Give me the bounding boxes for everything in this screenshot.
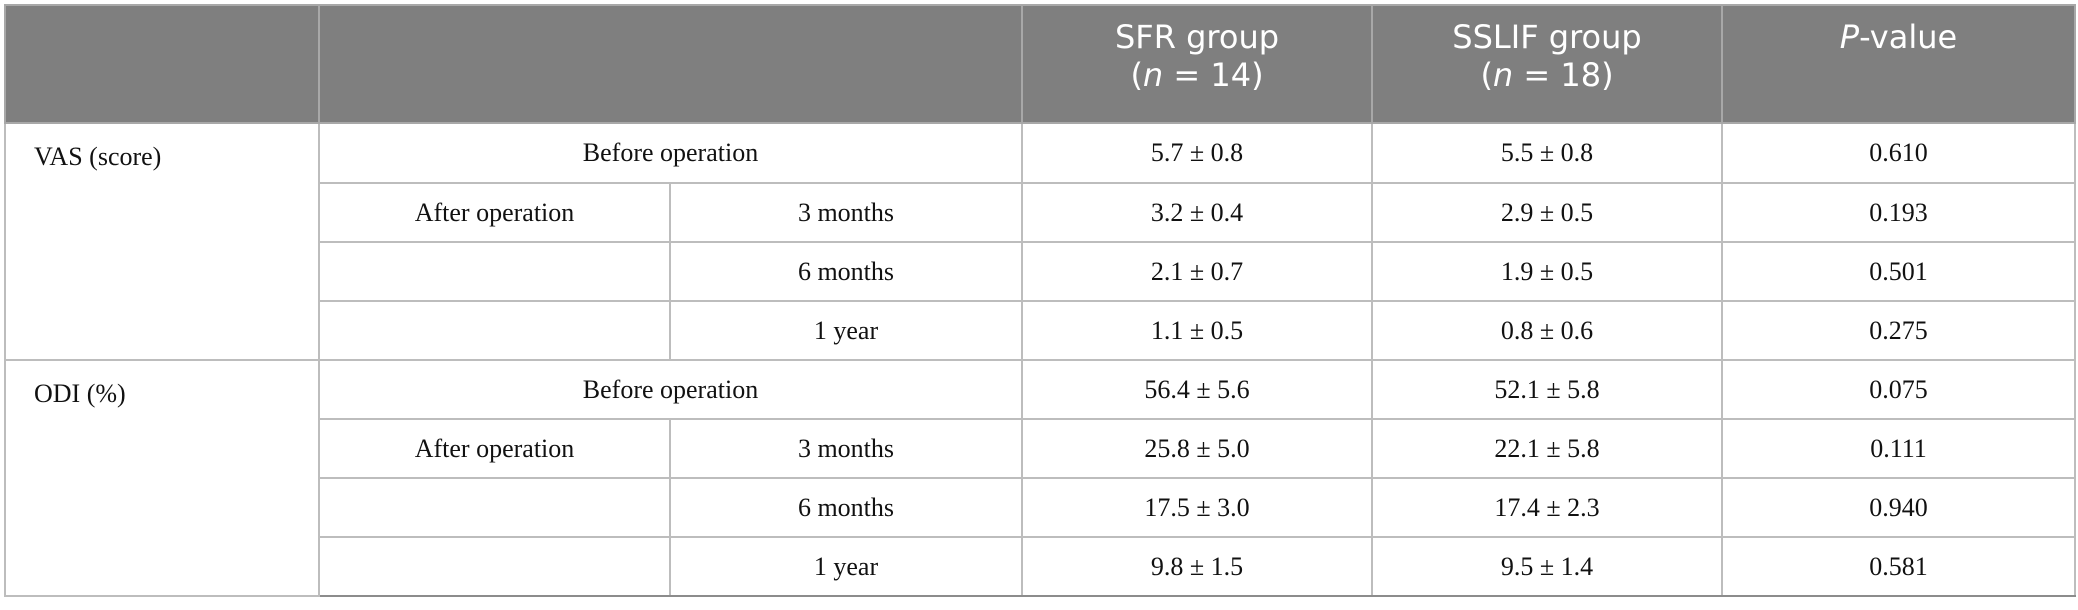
table-row: ODI (%) Before operation 56.4 ± 5.6 52.1… [4, 359, 2076, 597]
comparison-table: SFR group (n = 14) SSLIF group (n = 18) … [4, 4, 2076, 597]
table-row: 1 year 1.1 ± 0.5 0.8 ± 0.6 0.275 [5, 300, 2076, 361]
table-row: VAS (score) Before operation 5.7 ± 0.8 5… [4, 122, 2076, 361]
before-operation-label: Before operation [318, 122, 1023, 184]
cell-empty [318, 300, 671, 361]
cell-empty [318, 241, 671, 302]
cell-time: 6 months [669, 477, 1023, 538]
cell-sfr: 1.1 ± 0.5 [1021, 300, 1373, 361]
cell-p: 0.501 [1721, 241, 2076, 302]
cell-time: 1 year [669, 300, 1023, 361]
cell-time: 3 months [669, 418, 1023, 479]
cell-sfr: 9.8 ± 1.5 [1021, 536, 1373, 597]
cell-empty [318, 477, 671, 538]
table-row: 1 year 9.8 ± 1.5 9.5 ± 1.4 0.581 [5, 536, 2076, 597]
group-label-odi: ODI (%) [4, 359, 320, 597]
cell-p: 0.940 [1721, 477, 2076, 538]
header-sfr-group: SFR group (n = 14) [1021, 4, 1373, 124]
cell-sslif: 0.8 ± 0.6 [1371, 300, 1723, 361]
cell-sslif: 1.9 ± 0.5 [1371, 241, 1723, 302]
header-measure [4, 4, 320, 124]
after-operation-label: After operation [318, 182, 671, 243]
cell-sslif: 9.5 ± 1.4 [1371, 536, 1723, 597]
cell-p: 0.075 [1721, 359, 2076, 420]
cell-sslif: 22.1 ± 5.8 [1371, 418, 1723, 479]
cell-sfr: 5.7 ± 0.8 [1021, 122, 1373, 184]
after-operation-label: After operation [318, 418, 671, 479]
cell-sfr: 25.8 ± 5.0 [1021, 418, 1373, 479]
header-sslif-n-symbol: n [1492, 56, 1514, 94]
table-row: 6 months 2.1 ± 0.7 1.9 ± 0.5 0.501 [5, 241, 2076, 302]
header-p-rest: -value [1859, 18, 1958, 56]
header-sslif-title: SSLIF group [1452, 18, 1642, 56]
header-sslif-group: SSLIF group (n = 18) [1371, 4, 1723, 124]
table-row: After operation 3 months 3.2 ± 0.4 2.9 ±… [5, 182, 2076, 243]
header-timepoint [318, 4, 1023, 124]
header-sfr-n-value: = 14) [1163, 56, 1264, 94]
cell-sslif: 2.9 ± 0.5 [1371, 182, 1723, 243]
cell-p: 0.275 [1721, 300, 2076, 361]
table-row: After operation 3 months 25.8 ± 5.0 22.1… [5, 418, 2076, 479]
table-row: 6 months 17.5 ± 3.0 17.4 ± 2.3 0.940 [5, 477, 2076, 538]
cell-sslif: 52.1 ± 5.8 [1371, 359, 1723, 420]
cell-p: 0.111 [1721, 418, 2076, 479]
cell-time: 1 year [669, 536, 1023, 597]
cell-p: 0.193 [1721, 182, 2076, 243]
cell-p: 0.610 [1721, 122, 2076, 184]
header-sfr-n: (n = 14) [1130, 56, 1264, 94]
header-row: SFR group (n = 14) SSLIF group (n = 18) … [4, 4, 2076, 124]
header-p-value: P-value [1721, 4, 2076, 124]
cell-sfr: 3.2 ± 0.4 [1021, 182, 1373, 243]
header-p-symbol: P [1839, 18, 1860, 56]
cell-time: 6 months [669, 241, 1023, 302]
header-sslif-n-value: = 18) [1513, 56, 1614, 94]
header-sslif-n: (n = 18) [1480, 56, 1614, 94]
cell-sslif: 5.5 ± 0.8 [1371, 122, 1723, 184]
cell-sfr: 17.5 ± 3.0 [1021, 477, 1373, 538]
before-operation-label: Before operation [318, 359, 1023, 420]
cell-p: 0.581 [1721, 536, 2076, 597]
cell-time: 3 months [669, 182, 1023, 243]
header-sfr-n-symbol: n [1142, 56, 1164, 94]
header-sfr-title: SFR group [1114, 18, 1280, 56]
cell-empty [318, 536, 671, 597]
cell-sslif: 17.4 ± 2.3 [1371, 477, 1723, 538]
cell-sfr: 2.1 ± 0.7 [1021, 241, 1373, 302]
group-label-vas: VAS (score) [4, 122, 320, 361]
cell-sfr: 56.4 ± 5.6 [1021, 359, 1373, 420]
